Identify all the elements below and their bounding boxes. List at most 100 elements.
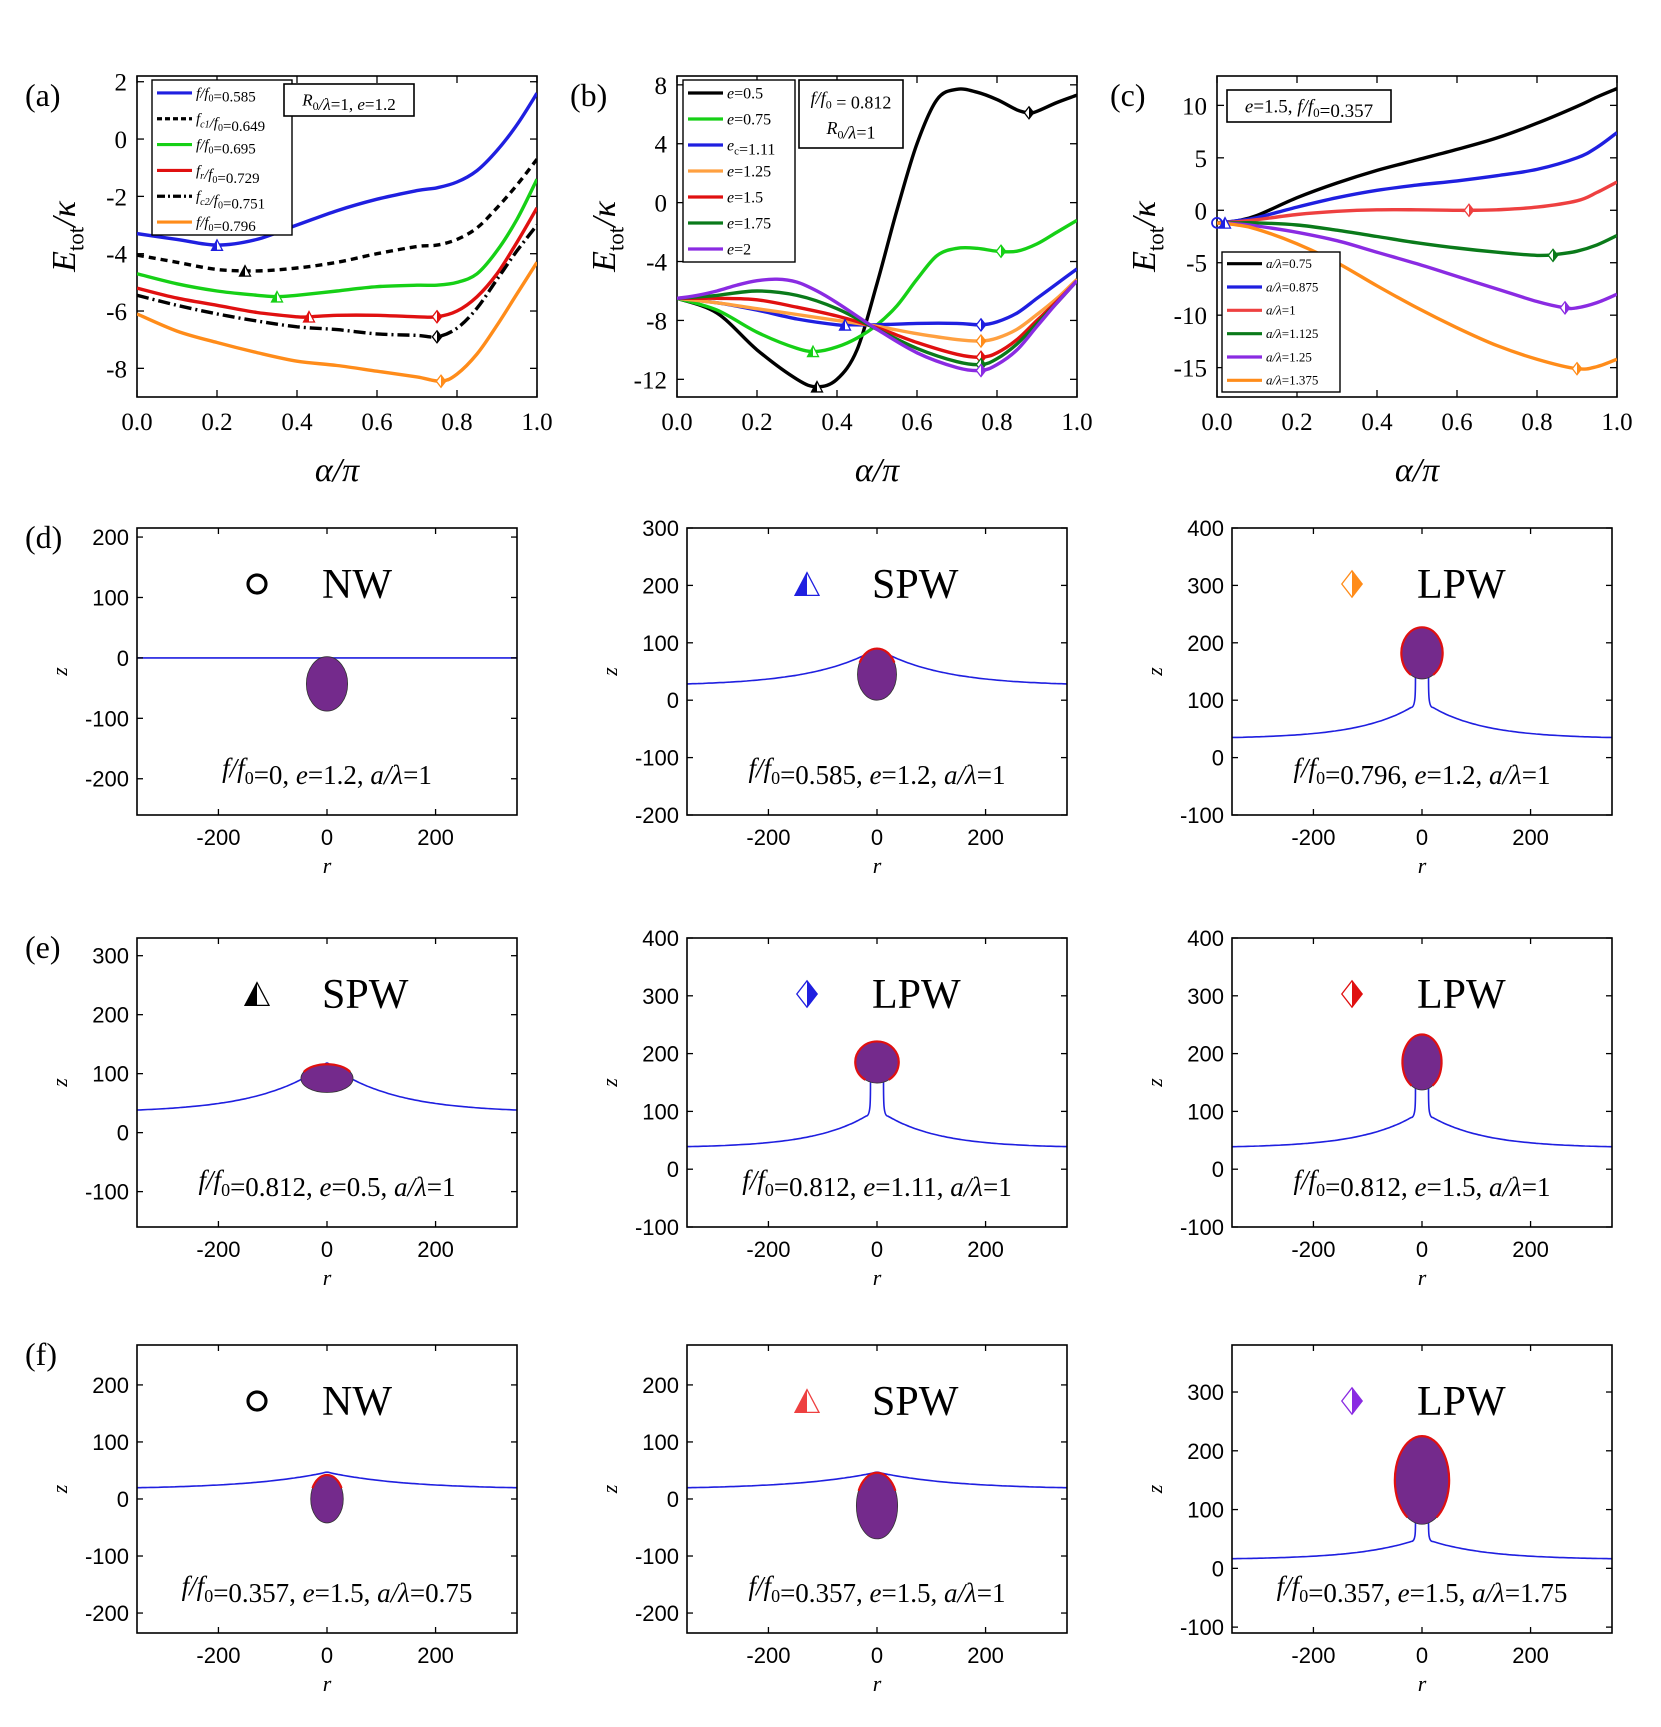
marker-diamond-fill [1352, 570, 1363, 598]
particle [305, 656, 349, 712]
y-tick-label: -200 [635, 1601, 679, 1626]
y-axis-label-text: Etot/κ [46, 200, 89, 273]
profile-panel-f2: -200 0 200 200 100 0 -100 -200 r z SPW f/f0=0.357, … [597, 1344, 1068, 1696]
series-line-4 [137, 223, 537, 339]
profile-content [687, 1471, 1067, 1540]
series-group [137, 92, 537, 383]
profile-panels: -200 0 200 200 100 0 -100 -200 r z NW f/f0=0, e=1.2… [25, 516, 1613, 1696]
y-tick-label: 100 [92, 1430, 129, 1455]
y-tick-label: -10 [1174, 303, 1207, 330]
x-tick-label: 200 [417, 1643, 454, 1668]
legend: e=0.5 e=0.75 ec=1.11 e=1.25 e=1.5 e=1.75 e=2 [682, 79, 796, 263]
legend-label-4: e=1.5 [727, 189, 763, 206]
state-marker [1340, 1386, 1364, 1416]
data-marker-3-0 [975, 333, 987, 349]
y-tick-label: 0 [115, 127, 128, 154]
x-tick-label: 0.6 [1441, 409, 1472, 436]
profile-content [687, 1040, 1067, 1148]
profile-content [1232, 626, 1612, 739]
marker-triangle-fill [211, 239, 217, 251]
data-marker-2-1 [975, 317, 987, 332]
x-tick-label: -200 [746, 1237, 790, 1262]
profile-content [1232, 1033, 1612, 1148]
profile-caption: f/f0=0.357, e=1.5, a/λ=1.75 [1277, 1571, 1568, 1608]
profile-caption: f/f0=0.812, e=0.5, a/λ=1 [199, 1165, 456, 1202]
legend-label-3: a/λ=1.125 [1266, 326, 1318, 341]
y-axis-label: z [47, 1484, 72, 1494]
series-line-2 [1217, 180, 1617, 225]
data-marker-2-0 [838, 318, 852, 331]
x-axis-label: r [1418, 853, 1427, 878]
y-tick-label: 100 [92, 585, 129, 610]
state-marker [246, 573, 268, 595]
state-marker [1340, 979, 1364, 1009]
x-tick-label: 0.2 [741, 409, 772, 436]
wrapped-membrane [854, 1040, 900, 1081]
state-label: LPW [1417, 562, 1506, 608]
marker-diamond-fill [437, 310, 442, 323]
x-tick-label: 200 [417, 825, 454, 850]
data-marker-2-0 [1463, 203, 1475, 218]
legend-label-5: a/λ=1.375 [1266, 373, 1318, 388]
profile-panel-d3: -200 0 200 400 300 200 100 0 -100 r z LPW f/f0=0.796… [1142, 516, 1613, 878]
x-tick-label: 0 [871, 1237, 883, 1262]
x-axis-label: r [1418, 1671, 1427, 1696]
y-axis-label: z [1142, 1484, 1167, 1494]
params-box [798, 79, 904, 149]
x-tick-label: -200 [1291, 1237, 1335, 1262]
y-tick-label: -100 [85, 1180, 129, 1205]
y-tick-label: 0 [1212, 746, 1224, 771]
marker-triangle-fill [303, 311, 309, 322]
marker-triangle-fill [807, 346, 813, 357]
params-text-2: R0/λ=1 [826, 118, 876, 143]
state-label: SPW [872, 1379, 959, 1425]
y-tick-label: 0 [667, 1157, 679, 1182]
y-tick-label: 100 [92, 1062, 129, 1087]
legend-label-3: e=1.25 [727, 163, 771, 180]
x-tick-label: 1.0 [1601, 409, 1632, 436]
series-line-5 [137, 261, 537, 383]
y-tick-label: -8 [646, 308, 667, 335]
x-tick-label: 0.2 [201, 409, 232, 436]
legend-label-5: e=1.75 [727, 215, 771, 232]
x-tick-label: 200 [1512, 1237, 1549, 1262]
y-tick-label: -6 [106, 299, 127, 326]
y-axis-label: z [1142, 667, 1167, 677]
y-axis-label: z [1142, 1078, 1167, 1088]
profile-panel-d2: -200 0 200 300 200 100 0 -100 -200 r z SPW f/f0=0.58… [597, 516, 1068, 878]
profile-content [137, 656, 517, 712]
data-marker-2-0 [270, 290, 284, 303]
marker-triangle-fill [795, 1389, 807, 1413]
data-marker-1-0 [806, 344, 820, 358]
y-tick-label: -200 [85, 767, 129, 792]
x-tick-label: -200 [746, 1643, 790, 1668]
membrane-profile [137, 1471, 517, 1489]
panel-label: (b) [570, 77, 607, 113]
data-marker-0-0 [810, 380, 824, 393]
series-line-1 [137, 158, 537, 273]
x-tick-label: 0 [1416, 1643, 1428, 1668]
x-axis-label: α/π [315, 452, 360, 489]
legend-label-2: ec=1.11 [727, 137, 775, 158]
x-axis-label: r [323, 1265, 332, 1290]
y-tick-label: -200 [85, 1601, 129, 1626]
series-line-0 [1217, 87, 1617, 225]
wrapped-membrane [1400, 626, 1444, 676]
profile-caption: f/f0=0.585, e=1.2, a/λ=1 [749, 753, 1006, 790]
state-marker [1340, 569, 1364, 599]
y-tick-label: 400 [1187, 516, 1224, 541]
x-tick-label: 0.8 [981, 409, 1012, 436]
profile-caption: f/f0=0.357, e=1.5, a/λ=0.75 [182, 1571, 473, 1608]
y-axis-label: Etot/κ [586, 200, 629, 273]
y-axis-label: z [597, 1484, 622, 1494]
series-line-2 [677, 267, 1077, 327]
data-marker-1-0 [238, 264, 252, 277]
y-tick-label: -15 [1174, 356, 1207, 383]
x-tick-label: 0.6 [361, 409, 392, 436]
state-label: NW [322, 1379, 392, 1425]
y-tick-label: 0 [1212, 1556, 1224, 1581]
y-tick-label: -100 [635, 1544, 679, 1569]
y-tick-label: 4 [655, 132, 668, 159]
series-line-1 [1217, 131, 1617, 225]
x-tick-label: 0.4 [1361, 409, 1393, 436]
